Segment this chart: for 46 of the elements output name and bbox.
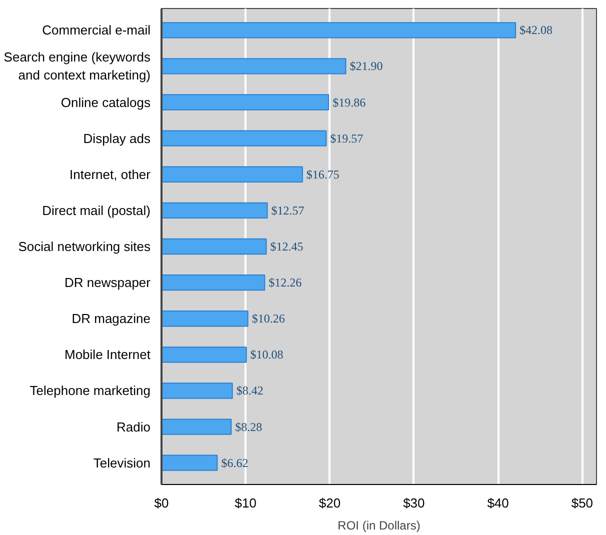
y-tick-label: Internet, other [70, 166, 152, 182]
bar [162, 454, 218, 471]
data-label: $8.28 [235, 420, 262, 434]
x-tick-label: $50 [571, 496, 594, 510]
y-tick-label: DR magazine [72, 311, 151, 326]
data-label: $21.90 [350, 59, 383, 74]
y-tick-label: Commercial e-mail [42, 22, 151, 38]
data-label: $42.08 [520, 23, 553, 38]
data-label: $12.57 [271, 203, 304, 218]
data-label: $12.26 [268, 276, 302, 290]
y-tick-label: Social networking sites [18, 239, 151, 254]
bar [162, 166, 303, 182]
data-label: $10.08 [250, 348, 284, 362]
bar [162, 22, 516, 38]
bar [162, 274, 266, 291]
y-tick-label: DR newspaper [64, 275, 152, 290]
x-tick-label: $0 [154, 496, 169, 510]
bar [162, 130, 327, 146]
x-tick-label: $40 [487, 496, 509, 510]
bar [162, 418, 232, 435]
data-label: $8.42 [236, 384, 264, 398]
y-tick-label: Direct mail (postal) [42, 202, 151, 218]
x-tick-label: $20 [318, 496, 341, 510]
data-label: $19.86 [332, 95, 366, 110]
y-tick-label: Mobile Internet [64, 347, 151, 362]
y-tick-label: Display ads [83, 130, 151, 146]
bar [162, 346, 247, 363]
y-tick-label: Online catalogs [60, 94, 151, 110]
data-label: $19.57 [330, 131, 364, 146]
data-label: $6.62 [221, 456, 248, 470]
y-tick-label: Television [93, 455, 151, 470]
bar [162, 238, 267, 255]
x-tick-label: $30 [403, 496, 425, 510]
bar [162, 382, 233, 399]
x-tick-label: $10 [234, 496, 256, 510]
y-tick-label: Telephone marketing [30, 383, 151, 398]
data-label: $12.45 [270, 240, 304, 254]
data-label: $16.75 [306, 167, 340, 182]
bar [162, 310, 248, 327]
bar [162, 202, 268, 219]
y-tick-label: Search engine (keywords and context marketing) [4, 50, 151, 83]
bar [162, 58, 346, 74]
bar [162, 94, 330, 110]
x-axis-title: ROI (in Dollars) [338, 518, 420, 532]
data-label: $10.26 [252, 312, 285, 326]
y-tick-label: Radio [116, 419, 150, 434]
